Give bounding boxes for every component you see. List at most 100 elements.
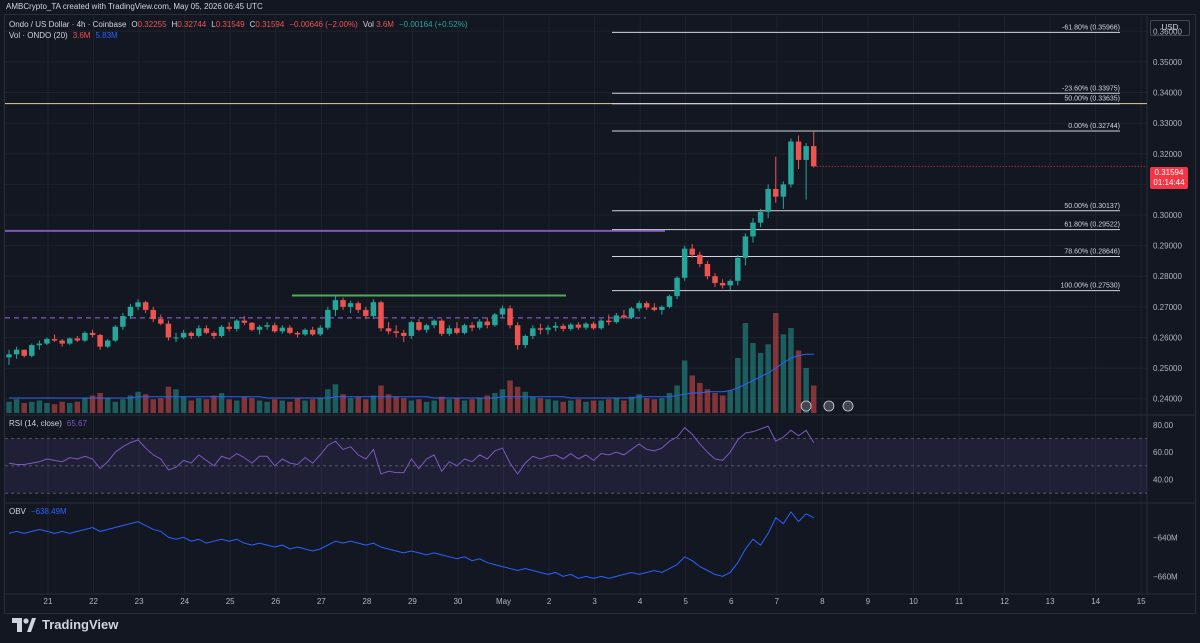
event-marker-icon [800,400,812,412]
volume-bar [681,360,688,413]
time-tick-label: May [496,597,511,606]
tradingview-logo[interactable]: TradingView [12,617,118,632]
candle-body [67,338,73,344]
candle-body [423,325,430,330]
volume-bar [188,400,194,413]
volume-bar [294,398,301,413]
candle-body [803,146,809,160]
candle-body [416,322,422,330]
volume-bar [393,396,399,413]
volume-bar [666,393,673,413]
obv-tick-label: −660M [1153,572,1178,581]
candle-body [51,338,58,341]
candle-body [522,335,528,346]
candle-body [142,302,149,310]
candle-body [36,343,43,346]
candle-body [689,248,695,255]
candle-body [704,263,711,277]
volume-bar [385,394,392,413]
close-label: C [249,20,256,29]
candle-body [659,306,665,310]
change-value: −0.00646 (−2.00%) [289,20,358,29]
volume-bar [158,398,164,413]
candle-body [499,308,506,315]
chart-frame [4,14,1196,614]
candle-body [325,309,331,328]
price-tick-label: 0.27000 [1153,303,1182,312]
volume-bar [476,398,483,413]
volume-bar [537,398,544,413]
volume-bar [135,391,141,413]
candle-body [135,302,141,307]
time-tick-label: 12 [1000,597,1009,606]
high-value: 0.32744 [177,20,207,29]
volume-bar [598,400,604,413]
candle-body [340,300,346,307]
candle-body [271,325,278,332]
volume-bar [454,398,460,413]
candle-body [309,329,316,335]
volume-bar [173,389,179,413]
candle-body [218,326,225,336]
volume-bar [302,400,308,413]
candle-body [446,328,453,334]
candle-body [507,308,513,326]
obv-tick-label: −640M [1153,533,1178,542]
price-tick-label: 0.25000 [1153,364,1182,373]
candle-body [765,188,771,212]
volume-legend: Vol · ONDO (20) 3.6M 5.83M [9,31,118,40]
volume-bar [226,399,232,413]
candle-body [29,345,35,356]
time-tick-label: 4 [638,597,643,606]
candle-body [158,319,164,324]
volume-bar [461,400,468,413]
candle-body [636,303,642,309]
candle-body [545,327,551,330]
time-tick-label: 3 [592,597,597,606]
candle-body [568,324,574,329]
candle-body [401,332,407,336]
volume-bar [545,399,551,413]
candle-body [666,296,673,307]
currency-button[interactable]: USD [1150,20,1190,36]
volume-bars [6,313,817,413]
time-tick-label: 2 [547,597,552,606]
volume-bar [742,323,749,413]
price-tick-label: 0.33000 [1153,119,1182,128]
fib-level-label: 78.60% (0.28646) [1064,248,1120,255]
candle-body [332,300,339,310]
volume-bar [44,403,50,413]
candle-body [681,248,688,278]
candle-body [575,324,582,328]
candle-body [628,308,635,318]
volume-bar [727,390,733,413]
obv-label: OBV [9,507,26,516]
candle-body [712,276,718,283]
volume-bar [21,403,27,413]
candle-body [378,302,384,329]
rsi-pane: 80.00 60.00 40.00 [5,421,1174,494]
candle-body [89,332,96,336]
volume-bar [271,399,278,413]
chart-canvas[interactable]: -61.80% (0.35966)-23.60% (0.33975)50.00%… [0,0,1200,614]
rsi-tick-label: 80.00 [1153,421,1174,430]
volume-bar [74,401,81,413]
candle-body [697,254,703,264]
high-label: H [171,20,178,29]
candle-body [484,321,491,326]
volume-bar [750,343,756,413]
footer [0,614,1200,643]
rsi-legend: RSI (14, close) 65.67 [9,419,87,428]
fib-level-label: 50.00% (0.33635) [1064,96,1120,103]
time-tick-label: 9 [866,597,871,606]
volume-bar [150,399,156,413]
volume-bar [803,368,809,413]
candle-body [727,280,733,286]
candle-body [127,306,134,317]
candles [6,131,1147,366]
rsi-value: 65.67 [66,419,87,428]
candle-body [249,322,255,330]
candle-body [294,332,301,335]
vol-change-value: −0.00164 (+0.52%) [398,20,468,29]
candle-body [241,320,248,323]
